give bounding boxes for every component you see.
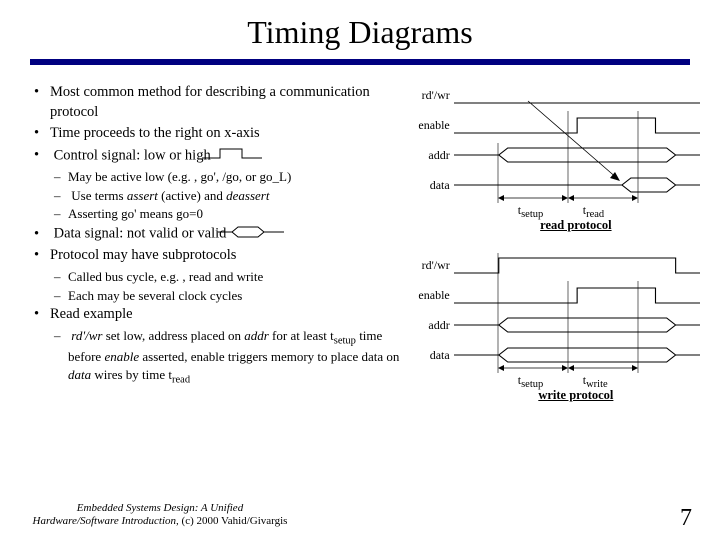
diagram-column: rd'/wr enable addr data [412,83,700,423]
read-protocol-title: read protocol [412,218,700,233]
write-guides [458,253,678,373]
control-wave-icon [218,146,262,167]
bullet-3a: May be active low (e.g. , go', /go, or g… [34,168,412,186]
data-wave-icon [234,224,284,245]
write-protocol-diagram: rd'/wr enable addr data [412,253,700,413]
read-guides [458,83,678,203]
addr-label-2: addr [412,318,454,333]
title-rule [30,59,690,65]
page-number: 7 [680,505,692,532]
bullet-3: Control signal: low or high [34,146,412,167]
write-protocol-title: write protocol [412,388,700,403]
read-protocol-diagram: rd'/wr enable addr data [412,83,700,243]
content-area: Most common method for describing a comm… [0,83,720,423]
page-title: Timing Diagrams [0,0,720,59]
bullet-4: Data signal: not valid or valid [34,224,412,245]
bullet-1: Most common method for describing a comm… [34,83,412,122]
addr-label: addr [412,148,454,163]
rdwr-label-2: rd'/wr [412,258,454,273]
rdwr-label: rd'/wr [412,88,454,103]
bullet-2: Time proceeds to the right on x-axis [34,124,412,144]
data-label-2: data [412,348,454,363]
enable-label-2: enable [412,288,454,303]
bullet-5: Protocol may have subprotocols [34,246,412,266]
bullet-5a: Called bus cycle, e.g. , read and write [34,268,412,286]
bullet-6a: rd'/wr set low, address placed on addr f… [34,327,412,388]
bullet-3c: Asserting go' means go=0 [34,205,412,223]
enable-label: enable [412,118,454,133]
data-label: data [412,178,454,193]
bullet-column: Most common method for describing a comm… [34,83,412,423]
footer-citation: Embedded Systems Design: A Unified Hardw… [20,502,300,528]
bullet-3b: Use terms assert (active) and deassert [34,187,412,205]
bullet-5b: Each may be several clock cycles [34,287,412,305]
bullet-6: Read example [34,305,412,325]
